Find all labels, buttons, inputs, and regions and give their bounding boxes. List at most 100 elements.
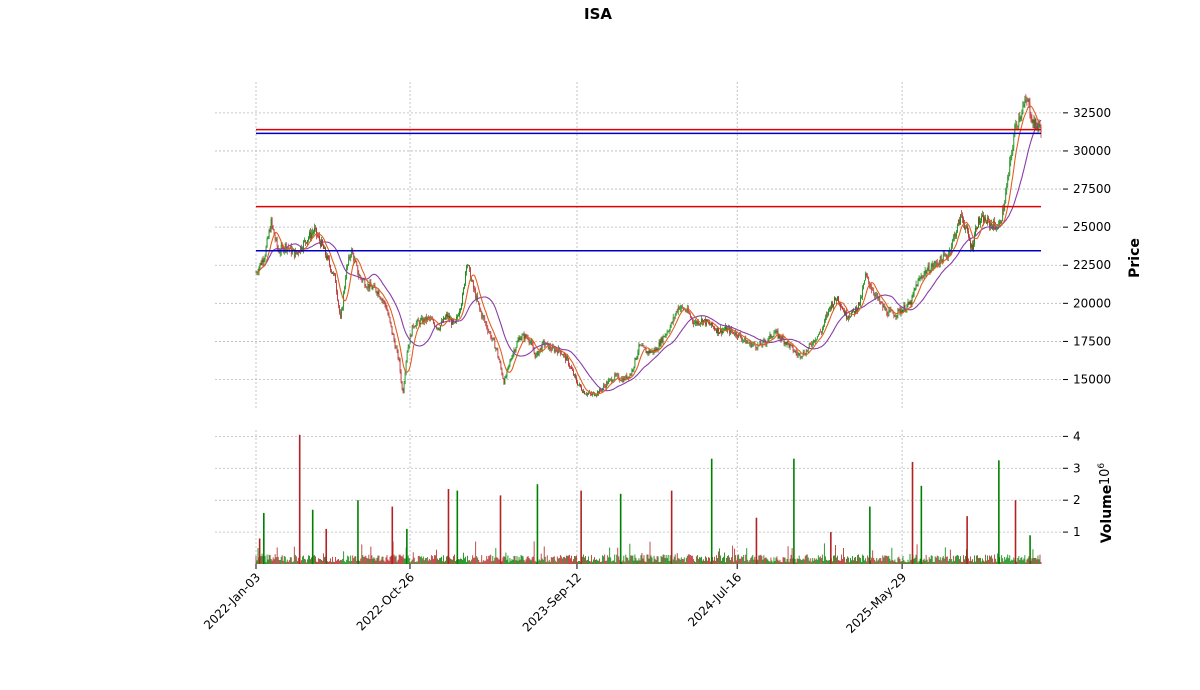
candle-body — [665, 334, 667, 336]
candle-body — [574, 374, 575, 376]
candle-body — [528, 339, 530, 343]
volume-bar — [952, 555, 954, 564]
volume-bar — [911, 461, 914, 564]
candle-body — [400, 371, 402, 382]
candle-body — [659, 341, 661, 346]
candle-body — [937, 263, 939, 265]
volume-bar — [910, 560, 912, 564]
volume-bar — [388, 560, 390, 564]
volume-bar — [738, 554, 740, 564]
candle-body — [393, 334, 395, 341]
volume-bar — [296, 560, 298, 564]
candle-body — [324, 247, 325, 249]
volume-bar — [328, 561, 329, 564]
candle-body — [423, 318, 425, 322]
candle-body — [596, 394, 597, 396]
candle-body — [292, 249, 294, 251]
candle-body — [524, 334, 526, 340]
candle-body — [553, 347, 555, 352]
volume-bar — [907, 559, 909, 564]
volume-bar — [614, 554, 616, 564]
volume-bar — [629, 543, 631, 564]
candle-body — [794, 350, 796, 352]
candle-body — [348, 256, 350, 265]
candle-body — [1017, 125, 1019, 127]
volume-bar — [487, 559, 489, 564]
volume-bar — [699, 557, 701, 564]
candle-body — [413, 326, 415, 328]
candle-body — [267, 237, 269, 239]
volume-bar — [838, 560, 839, 564]
volume-bar — [452, 559, 453, 564]
candle-body — [579, 384, 580, 385]
candle-body — [502, 374, 504, 379]
volume-bar — [264, 555, 266, 564]
candle-body — [479, 303, 481, 309]
volume-bar — [447, 555, 448, 564]
candle-body — [350, 255, 352, 258]
volume-bar — [436, 558, 438, 564]
volume-bar — [272, 557, 274, 564]
volume-bar — [572, 561, 573, 564]
candle-body — [816, 335, 818, 340]
volume-bar — [303, 558, 305, 564]
volume-bar — [879, 557, 881, 564]
candle-body — [873, 290, 875, 294]
volume-bar — [775, 557, 777, 564]
candle-body — [278, 251, 280, 254]
candle-body — [426, 317, 428, 321]
candle-body — [621, 378, 623, 381]
candle-body — [930, 267, 932, 272]
volume-bar — [619, 493, 622, 564]
volume-bar — [919, 558, 921, 564]
candle-body — [572, 368, 573, 371]
volume-bar — [462, 559, 463, 564]
candle-body — [857, 308, 858, 312]
candle-body — [411, 325, 413, 337]
candle-body — [436, 326, 437, 329]
volume-bar — [966, 516, 968, 564]
candle-body — [989, 220, 990, 227]
volume-bar — [752, 554, 754, 564]
volume-bar — [716, 555, 717, 564]
volume-bar — [529, 559, 531, 564]
candle-body — [609, 379, 611, 381]
candle-body — [519, 337, 521, 341]
candle-body — [936, 262, 938, 265]
volume-bar — [387, 559, 389, 564]
candle-body — [743, 339, 745, 341]
volume-bar — [346, 559, 348, 564]
volume-bar — [659, 561, 661, 564]
candle-body — [741, 337, 743, 341]
volume-bar — [1032, 549, 1034, 564]
candle-body — [1009, 161, 1011, 175]
volume-bar — [339, 560, 341, 564]
volume-bar — [505, 552, 507, 564]
candle-body — [588, 393, 589, 394]
volume-bar — [523, 559, 525, 564]
candle-body — [591, 393, 592, 395]
volume-bar — [1011, 559, 1013, 564]
volume-bar — [964, 559, 965, 564]
candle-body — [359, 275, 361, 277]
candle-body — [790, 344, 792, 346]
volume-bar — [621, 561, 623, 564]
volume-bar — [493, 560, 495, 564]
candle-body — [644, 347, 646, 349]
volume-bar — [622, 560, 624, 564]
price-panel: 15000 17500 20000 22500 25000 27500 30000 32500 — [215, 82, 1111, 410]
volume-bar — [823, 543, 825, 564]
volume-bar — [754, 556, 756, 564]
candle-body — [631, 369, 633, 376]
volume-bar — [447, 489, 450, 564]
candle-body — [418, 321, 420, 325]
volume-bar — [937, 556, 939, 564]
candle-body — [332, 271, 333, 274]
volume-bar — [643, 555, 645, 564]
candle-body — [352, 249, 354, 255]
volume-bar — [1001, 555, 1003, 564]
candle-body — [328, 255, 329, 260]
candle-body — [261, 259, 263, 265]
volume-bar — [781, 562, 783, 564]
candle-body — [797, 354, 799, 356]
